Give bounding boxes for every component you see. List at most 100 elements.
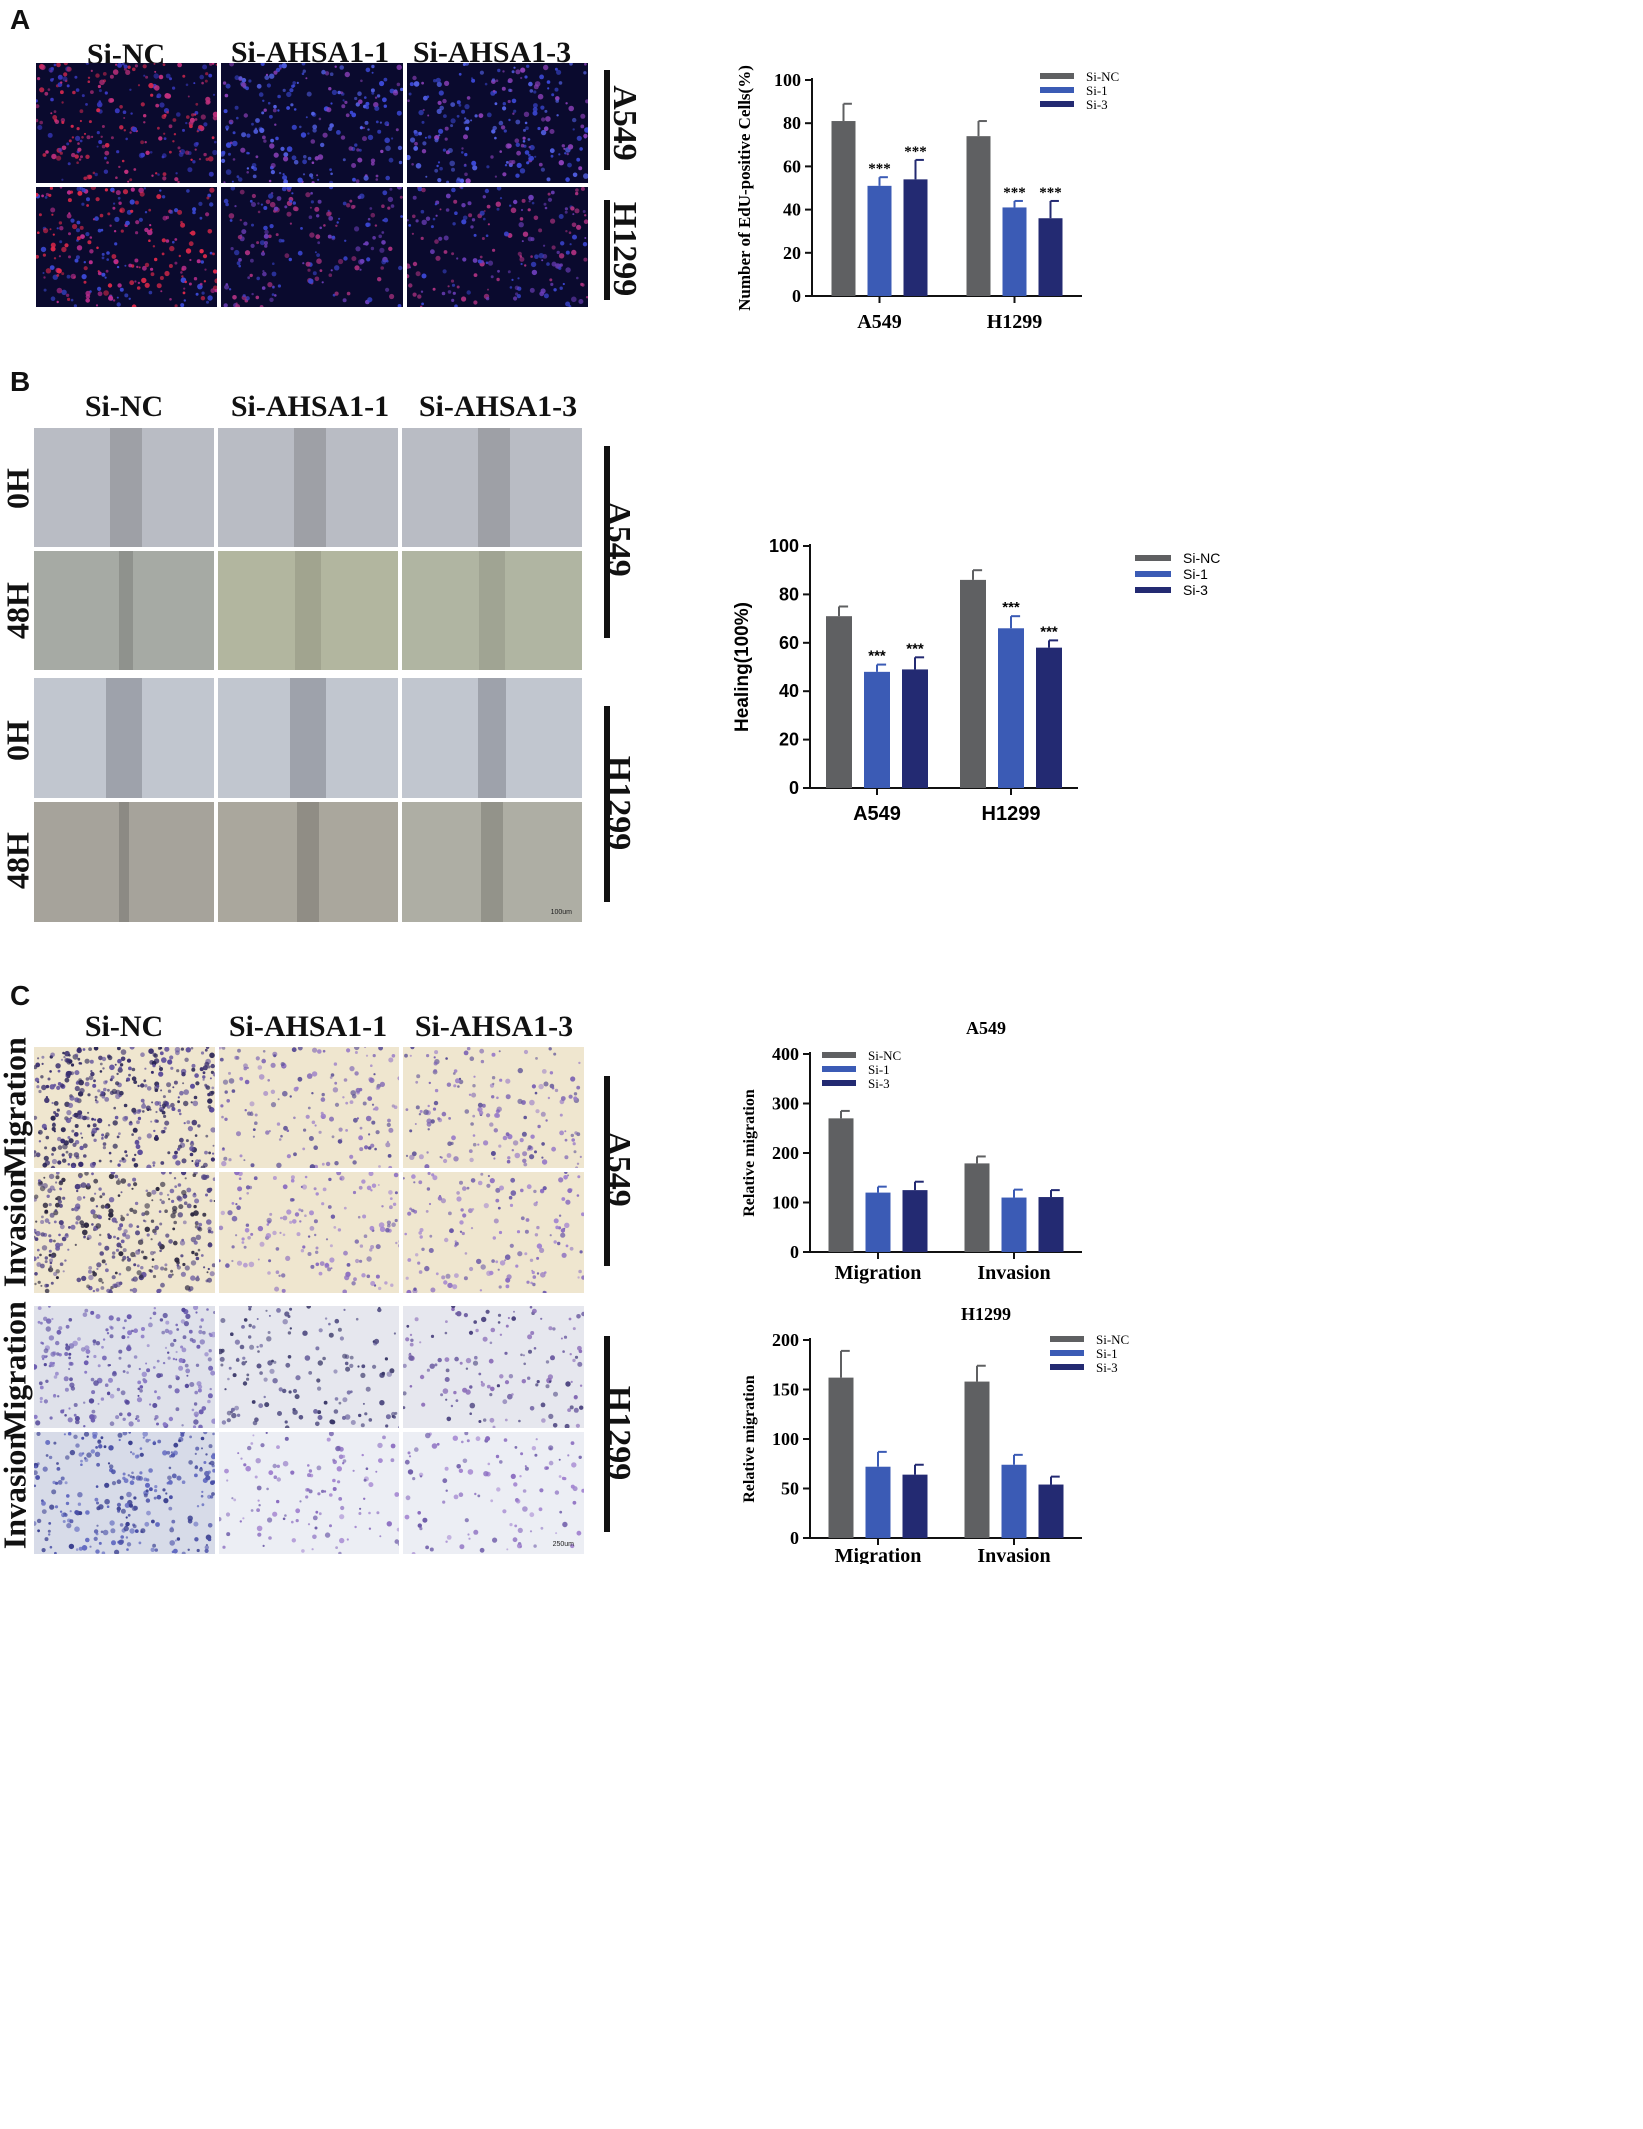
legend-label: Si-3 [1183, 582, 1208, 598]
bar-si-1-invasion [1001, 1197, 1027, 1252]
y-tick-label: 80 [783, 113, 801, 133]
bar-si-3-migration [902, 1474, 928, 1538]
edu-image-h1299-si-nc [36, 187, 218, 307]
panel-b-h1299-label: H1299 [600, 755, 637, 851]
edu-image-a549-si-nc [36, 63, 218, 183]
legend-swatch [822, 1066, 856, 1072]
a549-transwell-bar-chart: A549 0 100 200 300 400 Relative migration Migra… [741, 1018, 1082, 1284]
y-tick-label: 20 [783, 243, 801, 263]
wound-a549-0h-si-1 [218, 428, 398, 547]
panel-b-col-si-ahsa1-1: Si-AHSA1-1 [230, 390, 390, 423]
panel-c-row-invasion-a: Invasion [0, 1169, 33, 1288]
panel-b-row-0h-h: 0H [0, 720, 36, 761]
panel-c-h1299-label: H1299 [600, 1385, 637, 1481]
bar-si-1-h1299 [998, 628, 1024, 788]
panel-b-row-48h-a: 48H [0, 582, 36, 639]
y-tick-label: 200 [772, 1143, 799, 1163]
panel-b-row-0h-a: 0H [0, 468, 36, 509]
edu-bar-chart: 0 20 40 60 80 100 Number of EdU-positive Cells… [735, 65, 1119, 333]
transwell-a549-migration-si-3 [403, 1047, 584, 1168]
transwell-h1299-migration-si-3 [403, 1306, 584, 1428]
legend-label: Si-NC [1096, 1332, 1129, 1347]
panel-a-letter: A [10, 4, 31, 35]
significance-label: *** [906, 640, 924, 657]
wound-a549-48h-si-nc [34, 551, 214, 670]
y-tick-label: 300 [772, 1094, 799, 1114]
significance-label: *** [1039, 185, 1062, 201]
bar-si-1-a549 [867, 185, 892, 296]
bar-si-nc-invasion [964, 1381, 990, 1538]
y-tick-label: 0 [790, 1528, 799, 1548]
y-tick-label: 20 [779, 730, 799, 750]
y-tick-label: 60 [783, 156, 801, 176]
transwell-grid-a549 [34, 1047, 584, 1293]
transwell-a549-invasion-si-3 [403, 1172, 584, 1293]
panel-c-col-si-ahsa1-3: Si-AHSA1-3 [414, 1010, 574, 1043]
bar-si-nc-h1299 [960, 579, 986, 788]
significance-label: *** [1003, 185, 1026, 201]
edu-image-a549-si-1 [221, 63, 403, 183]
bar-si-nc-h1299 [966, 136, 991, 296]
bar-si-nc-migration [828, 1377, 854, 1538]
edu-image-grid [36, 63, 588, 307]
bar-si-nc-migration [828, 1118, 854, 1252]
wound-grid-h1299: 100um [34, 678, 582, 922]
significance-label: *** [868, 648, 886, 665]
x-tick-label: Invasion [977, 1545, 1050, 1564]
legend-swatch [1040, 87, 1074, 93]
y-tick-label: 50 [781, 1479, 799, 1499]
panel-a-h1299-bar [604, 200, 610, 300]
panel-c-h1299-bar [604, 1336, 610, 1532]
panel-c-col-si-ahsa1-1: Si-AHSA1-1 [228, 1010, 388, 1043]
legend-swatch [822, 1052, 856, 1058]
panel-b-letter: B [10, 366, 31, 397]
panel-b-a549-label: A549 [600, 501, 637, 577]
legend-swatch [822, 1080, 856, 1086]
edu-image-a549-si-3 [406, 63, 588, 183]
legend-swatch [1135, 555, 1171, 561]
x-tick-label: Migration [835, 1262, 922, 1284]
panel-a-a549-bar [604, 70, 610, 170]
edu-image-h1299-si-3 [406, 187, 588, 307]
edu-image-h1299-si-1 [221, 187, 403, 307]
bar-si-3-invasion [1038, 1197, 1064, 1252]
legend-swatch [1040, 101, 1074, 107]
panel-b-row-48h-h: 48H [0, 832, 36, 889]
panel-c-a549-bar [604, 1076, 610, 1266]
y-axis-label: Relative migration [741, 1375, 758, 1503]
panel-c-col-si-nc: Si-NC [84, 1010, 164, 1043]
transwell-grid-h1299: 250um [34, 1306, 584, 1554]
wound-h1299-0h-si-1 [218, 678, 398, 798]
wound-grid-a549 [34, 428, 582, 670]
y-tick-label: 100 [774, 70, 801, 90]
bar-si-1-a549 [864, 671, 890, 788]
wound-scale-label: 100um [550, 909, 572, 916]
y-tick-label: 0 [790, 1242, 799, 1262]
bar-si-3-a549 [903, 179, 928, 296]
bar-si-3-h1299 [1036, 647, 1062, 788]
legend-swatch [1135, 587, 1171, 593]
h1299-transwell-bar-chart: H1299 0 50 100 150 200 Relative migration Migra… [741, 1304, 1129, 1564]
panel-b-h1299-bar [604, 706, 610, 902]
x-tick-label: H1299 [982, 803, 1041, 825]
wound-h1299-48h-si-3: 100um [402, 802, 582, 922]
panel-c-letter: C [10, 980, 31, 1011]
transwell-a549-migration-si-1 [218, 1047, 400, 1168]
y-tick-label: 200 [772, 1330, 799, 1350]
panel-b-col-si-ahsa1-3: Si-AHSA1-3 [418, 390, 578, 423]
wound-a549-0h-si-3 [402, 428, 582, 547]
transwell-h1299-invasion-si-1 [218, 1432, 400, 1554]
bar-si-3-a549 [902, 669, 928, 788]
y-axis-label: Relative migration [741, 1089, 758, 1217]
panel-c-a549-label: A549 [600, 1131, 637, 1207]
y-tick-label: 40 [783, 200, 801, 220]
y-tick-label: 150 [772, 1380, 799, 1400]
y-tick-label: 0 [792, 286, 801, 306]
bar-si-3-h1299 [1038, 218, 1063, 296]
bar-si-nc-a549 [826, 616, 852, 788]
transwell-a549-migration-si-nc [34, 1047, 215, 1168]
legend-label: Si-3 [1096, 1360, 1118, 1375]
transwell-h1299-migration-si-1 [218, 1306, 400, 1428]
wound-h1299-0h-si-3 [402, 678, 582, 798]
healing-bar-chart: 0 20 40 60 80 100 Healing(100%) *** *** A549 *** **… [732, 536, 1220, 825]
